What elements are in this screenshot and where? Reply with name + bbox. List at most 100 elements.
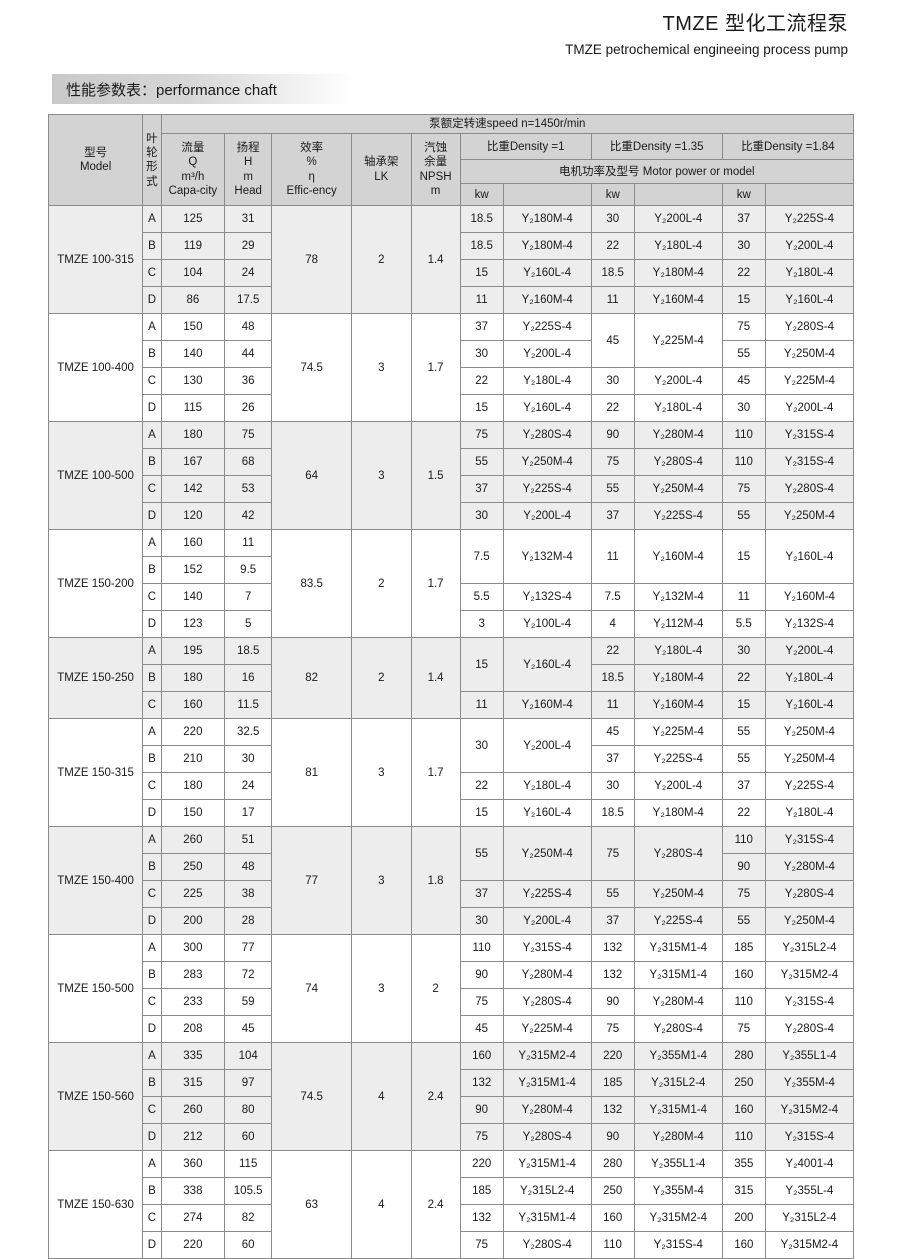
cell-head: 104 <box>224 1042 273 1071</box>
cell-impeller-type: A <box>142 421 162 450</box>
cell-impeller-type: B <box>142 340 162 369</box>
cell-motor-density-1: Y₂315M1-4 <box>502 1204 592 1233</box>
cell-impeller-type: B <box>142 556 162 585</box>
cell-kw-density-184: 5.5 <box>721 610 766 639</box>
cell-capacity: 180 <box>160 421 226 450</box>
cell-kw-density-184: 37 <box>721 205 766 234</box>
cell-head: 59 <box>224 988 273 1017</box>
cell-kw-density-184: 22 <box>721 664 766 693</box>
cell-motor-density-1: Y₂250M-4 <box>502 826 592 882</box>
cell-head: 11 <box>224 529 273 558</box>
cell-kw-density-184: 15 <box>721 286 766 315</box>
cell-kw-density-135: 22 <box>590 394 635 423</box>
header-row-params: 流量 Q m³/h Capa-city 扬程 H m Head 效率 % η E… <box>49 133 855 207</box>
cell-kw-density-135: 250 <box>590 1177 635 1206</box>
cell-impeller-type: B <box>142 232 162 261</box>
cell-kw-density-184: 30 <box>721 394 766 423</box>
cell-kw-density-1: 37 <box>459 313 504 342</box>
cell-kw-density-184: 200 <box>721 1204 766 1233</box>
cell-kw-density-135: 30 <box>590 205 635 234</box>
table-row: D 115 26 15 Y₂160L-4 22 Y₂180L-4 30 Y₂200L-4 <box>49 394 855 423</box>
table-row: C 140 7 5.5 Y₂132S-4 7.5 Y₂132M-4 11 Y₂160M-4 <box>49 583 855 612</box>
cell-motor-density-1: Y₂180L-4 <box>502 772 592 801</box>
cell-model: TMZE 100-500 <box>47 421 144 531</box>
cell-head: 16 <box>224 664 273 693</box>
cell-kw-density-1: 37 <box>459 475 504 504</box>
cell-kw-density-1: 3 <box>459 610 504 639</box>
cell-head: 36 <box>224 367 273 396</box>
table-row: D 120 42 30 Y₂200L-4 37 Y₂225S-4 55 Y₂250M-4 <box>49 502 855 531</box>
table-row: B 283 72 90 Y₂280M-4 132 Y₂315M1-4 160 Y₂315M2-4 <box>49 961 855 990</box>
cell-kw-density-184: 75 <box>721 880 766 909</box>
cell-motor-density-135: Y₂315S-4 <box>633 1231 723 1259</box>
cell-motor-density-135: Y₂355M-4 <box>633 1177 723 1206</box>
cell-kw-density-135: 160 <box>590 1204 635 1233</box>
cell-kw-density-184: 37 <box>721 772 766 801</box>
cell-motor-density-135: Y₂160M-4 <box>633 286 723 315</box>
cell-impeller-type: B <box>142 745 162 774</box>
cell-kw-density-135: 18.5 <box>590 799 635 828</box>
cell-kw-density-135: 30 <box>590 367 635 396</box>
cell-impeller-type: A <box>142 205 162 234</box>
cell-motor-density-135: Y₂355M1-4 <box>633 1042 723 1071</box>
col-header-model-cn: 型号 <box>84 146 108 159</box>
cell-npsh: 1.8 <box>410 826 461 936</box>
table-head: 型号 Model 叶 轮 形 式 泵额定转速speed n=1450r/min … <box>47 114 855 207</box>
cell-impeller-type: B <box>142 664 162 693</box>
bearing-line-0: 轴承架 <box>364 156 399 169</box>
head-line-3: Head <box>234 185 262 198</box>
impeller-char-2: 形 <box>146 161 158 174</box>
cell-kw-density-135: 7.5 <box>590 583 635 612</box>
cell-motor-density-135: Y₂315M1-4 <box>633 961 723 990</box>
cell-head: 115 <box>224 1150 273 1179</box>
cell-motor-density-184: Y₂250M-4 <box>764 340 855 369</box>
cell-npsh: 1.7 <box>410 529 461 639</box>
cell-kw-density-1: 30 <box>459 340 504 369</box>
cell-impeller-type: B <box>142 1069 162 1098</box>
efficiency-line-1: % <box>306 156 317 169</box>
col-header-rated-speed: 泵额定转速speed n=1450r/min <box>160 114 855 135</box>
cell-kw-density-1: 185 <box>459 1177 504 1206</box>
col-header-kw-d1: kw <box>459 183 504 207</box>
cell-motor-density-184: Y₂4001-4 <box>764 1150 855 1179</box>
cell-kw-density-135: 220 <box>590 1042 635 1071</box>
cell-capacity: 150 <box>160 799 226 828</box>
cell-kw-density-184: 75 <box>721 475 766 504</box>
cell-motor-density-135: Y₂250M-4 <box>633 880 723 909</box>
cell-capacity: 220 <box>160 718 226 747</box>
cell-capacity: 260 <box>160 1096 226 1125</box>
cell-head: 80 <box>224 1096 273 1125</box>
cell-motor-density-184: Y₂250M-4 <box>764 907 855 936</box>
cell-impeller-type: A <box>142 529 162 558</box>
cell-kw-density-1: 45 <box>459 1015 504 1044</box>
cell-efficiency: 82 <box>271 637 353 720</box>
cell-head: 97 <box>224 1069 273 1098</box>
cell-head: 82 <box>224 1204 273 1233</box>
cell-capacity: 210 <box>160 745 226 774</box>
table-row: C 225 38 37 Y₂225S-4 55 Y₂250M-4 75 Y₂280S-4 <box>49 880 855 909</box>
cell-motor-density-1: Y₂160M-4 <box>502 286 592 315</box>
cell-efficiency: 81 <box>271 718 353 828</box>
cell-head: 24 <box>224 772 273 801</box>
cell-head: 60 <box>224 1231 273 1259</box>
capacity-line-1: Q <box>188 156 198 169</box>
col-header-kw-d184: kw <box>721 183 766 207</box>
cell-head: 60 <box>224 1123 273 1152</box>
cell-kw-density-184: 110 <box>721 421 766 450</box>
cell-impeller-type: A <box>142 718 162 747</box>
cell-motor-density-135: Y₂180M-4 <box>633 664 723 693</box>
cell-motor-density-135: Y₂225S-4 <box>633 907 723 936</box>
cell-kw-density-135: 18.5 <box>590 259 635 288</box>
cell-bearing: 3 <box>351 826 412 936</box>
table-body: TMZE 100-315 A 125 31 78 2 1.4 18.5 Y₂180M-4 30 Y₂… <box>47 205 855 1259</box>
cell-efficiency: 63 <box>271 1150 353 1259</box>
cell-impeller-type: A <box>142 934 162 963</box>
efficiency-line-2: η <box>308 170 315 183</box>
capacity-line-3: Capa-city <box>168 185 218 198</box>
cell-kw-density-135: 55 <box>590 880 635 909</box>
table-row: TMZE 150-315 A 220 32.5 81 3 1.7 30 Y₂200L-4 45 Y₂… <box>47 718 855 828</box>
page-title-en: TMZE petrochemical engineeing process pu… <box>565 42 848 57</box>
cell-kw-density-1: 132 <box>459 1069 504 1098</box>
cell-motor-density-184: Y₂160M-4 <box>764 583 855 612</box>
cell-motor-density-1: Y₂200L-4 <box>502 340 592 369</box>
